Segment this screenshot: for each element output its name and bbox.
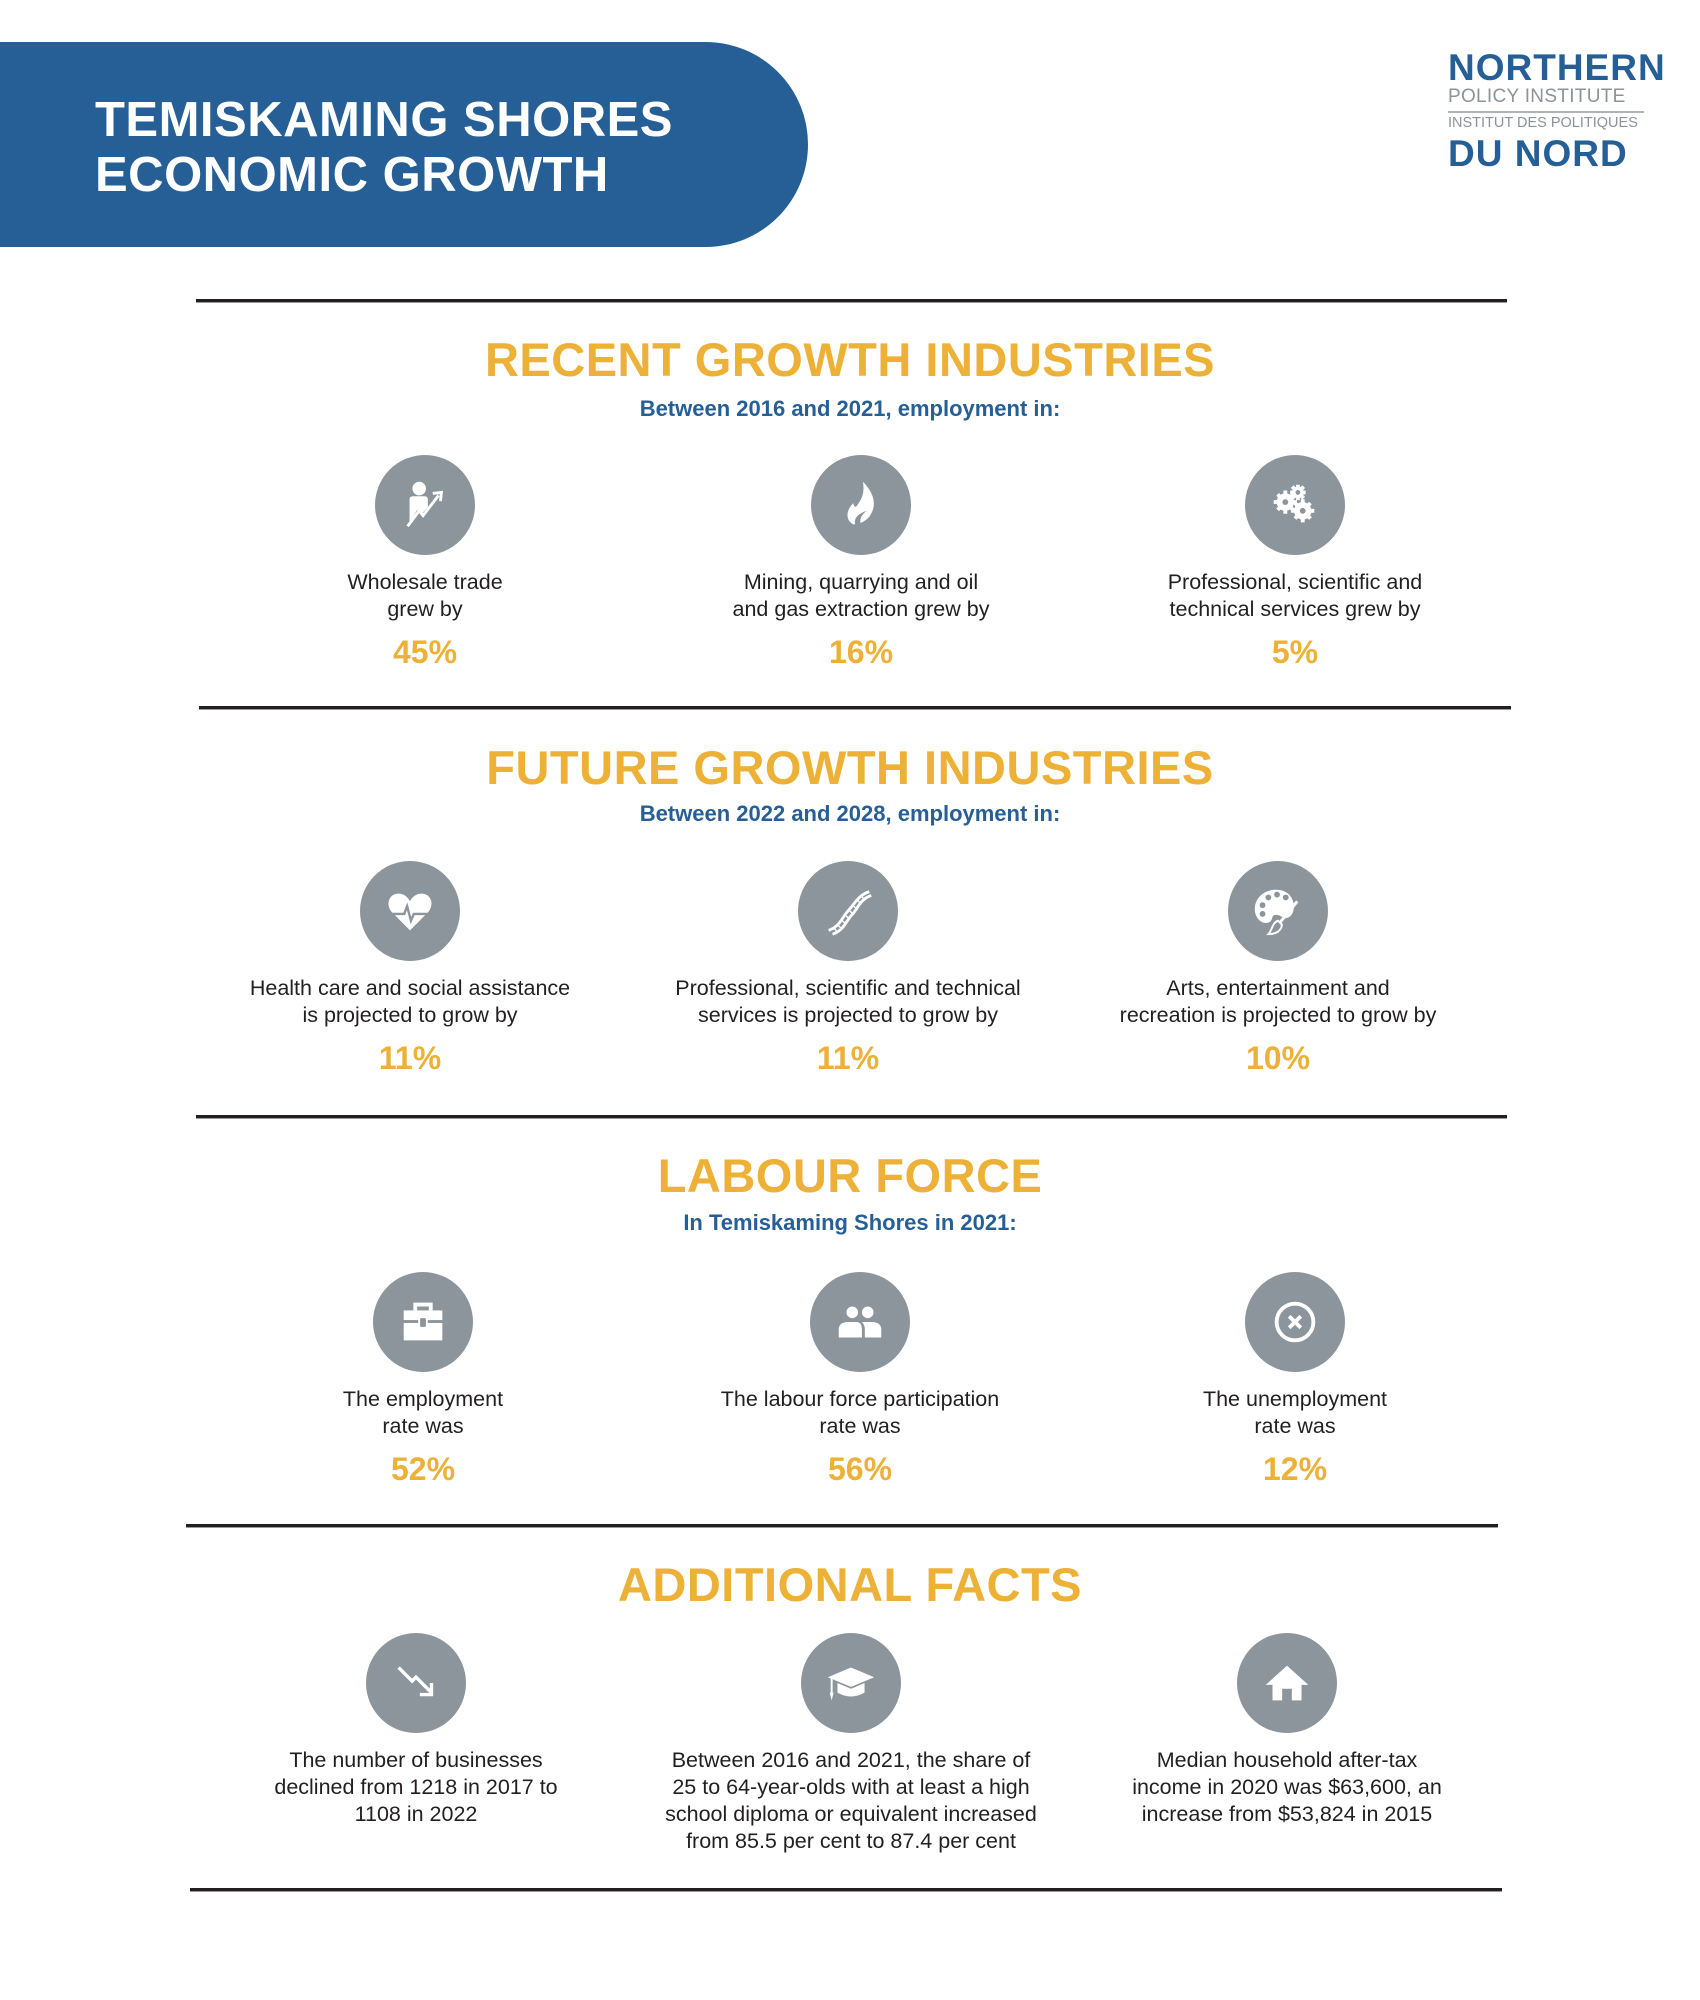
header-banner bbox=[0, 42, 808, 247]
briefcase-icon bbox=[373, 1272, 473, 1372]
person-growth-arrow-icon bbox=[375, 455, 475, 555]
recent-stat-professional: Professional, scientific and technical s… bbox=[1085, 455, 1505, 671]
fact-description: Median household after-tax income in 202… bbox=[1132, 1748, 1442, 1826]
recent-stat-mining: Mining, quarrying and oil and gas extrac… bbox=[651, 455, 1071, 671]
logo-du-nord: DU NORD bbox=[1448, 133, 1628, 174]
stat-description: Professional, scientific and technical s… bbox=[1167, 570, 1423, 621]
divider-2 bbox=[199, 706, 1511, 710]
stat-description: Mining, quarrying and oil and gas extrac… bbox=[732, 570, 990, 621]
recent-stat-wholesale: Wholesale trade grew by 45% bbox=[215, 455, 635, 671]
stat-value: 45% bbox=[392, 634, 458, 670]
fact-businesses: The number of businesses declined from 1… bbox=[206, 1633, 626, 1828]
recent-growth-subtitle: Between 2016 and 2021, employment in: bbox=[639, 396, 1061, 421]
logo-institut-des-politiques: INSTITUT DES POLITIQUES bbox=[1448, 115, 1638, 131]
circle-x-icon bbox=[1245, 1272, 1345, 1372]
labour-force-heading: LABOUR FORCE bbox=[657, 1149, 1043, 1202]
logo-northern: NORTHERN bbox=[1448, 47, 1666, 88]
logo-policy-institute: POLICY INSTITUTE bbox=[1448, 86, 1626, 107]
divider-1 bbox=[196, 299, 1507, 303]
divider-4 bbox=[186, 1524, 1498, 1528]
stat-description: Professional, scientific and technical s… bbox=[675, 976, 1021, 1027]
stat-description: Health care and social assistance is pro… bbox=[249, 976, 571, 1027]
trend-down-icon bbox=[366, 1633, 466, 1733]
stat-value: 12% bbox=[1262, 1451, 1328, 1487]
fact-income: Median household after-tax income in 202… bbox=[1077, 1633, 1497, 1828]
stat-value: 16% bbox=[828, 634, 894, 670]
future-growth-heading: FUTURE GROWTH INDUSTRIES bbox=[486, 741, 1214, 794]
gears-icon bbox=[1245, 455, 1345, 555]
people-icon bbox=[810, 1272, 910, 1372]
dna-icon bbox=[798, 861, 898, 961]
stat-value: 5% bbox=[1271, 634, 1319, 670]
stat-description: The labour force participation rate was bbox=[720, 1387, 1000, 1438]
stat-value: 10% bbox=[1245, 1040, 1311, 1076]
labour-force-subtitle: In Temiskaming Shores in 2021: bbox=[683, 1210, 1017, 1235]
house-icon bbox=[1237, 1633, 1337, 1733]
labour-stat-participation: The labour force participation rate was … bbox=[650, 1272, 1070, 1488]
future-stat-professional: Professional, scientific and technical s… bbox=[638, 861, 1058, 1077]
stat-value: 52% bbox=[390, 1451, 456, 1487]
stat-description: Wholesale trade grew by bbox=[347, 570, 503, 621]
stat-value: 56% bbox=[827, 1451, 893, 1487]
divider-3 bbox=[196, 1115, 1507, 1119]
stat-description: The employment rate was bbox=[342, 1387, 504, 1438]
northern-policy-institute-logo: NORTHERN POLICY INSTITUTE INSTITUT DES P… bbox=[1448, 47, 1666, 174]
page-title-line1: TEMISKAMING SHORES bbox=[95, 93, 673, 147]
labour-stat-employment: The employment rate was 52% bbox=[213, 1272, 633, 1488]
additional-facts-heading: ADDITIONAL FACTS bbox=[617, 1558, 1083, 1611]
future-growth-subtitle: Between 2022 and 2028, employment in: bbox=[639, 801, 1061, 826]
logo-rule bbox=[1448, 111, 1644, 113]
future-stat-health: Health care and social assistance is pro… bbox=[200, 861, 620, 1077]
stat-description: Arts, entertainment and recreation is pr… bbox=[1119, 976, 1437, 1027]
stat-description: The unemployment rate was bbox=[1202, 1387, 1388, 1438]
recent-growth-heading: RECENT GROWTH INDUSTRIES bbox=[484, 333, 1216, 386]
page-title: TEMISKAMING SHORES ECONOMIC GROWTH bbox=[95, 93, 673, 203]
heart-pulse-icon bbox=[360, 861, 460, 961]
palette-icon bbox=[1228, 861, 1328, 961]
fact-education: Between 2016 and 2021, the share of 25 t… bbox=[641, 1633, 1061, 1855]
graduation-cap-icon bbox=[801, 1633, 901, 1733]
stat-value: 11% bbox=[816, 1040, 880, 1076]
page-title-line2: ECONOMIC GROWTH bbox=[95, 148, 609, 202]
future-stat-arts: Arts, entertainment and recreation is pr… bbox=[1068, 861, 1488, 1077]
fact-description: Between 2016 and 2021, the share of 25 t… bbox=[665, 1748, 1037, 1853]
fact-description: The number of businesses declined from 1… bbox=[274, 1748, 558, 1826]
labour-stat-unemployment: The unemployment rate was 12% bbox=[1085, 1272, 1505, 1488]
flame-icon bbox=[811, 455, 911, 555]
stat-value: 11% bbox=[378, 1040, 442, 1076]
divider-5 bbox=[190, 1888, 1502, 1892]
